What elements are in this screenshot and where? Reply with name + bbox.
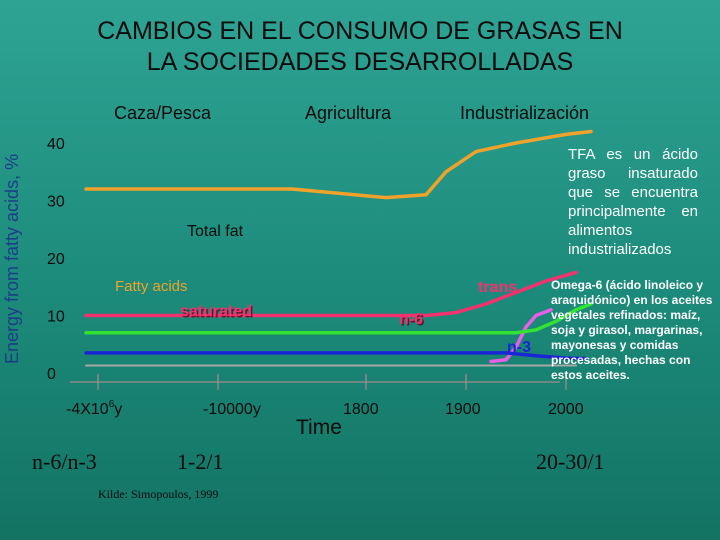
chart-series <box>84 129 593 367</box>
series-line-n6 <box>84 302 593 335</box>
title-line-1: CAMBIOS EN EL CONSUMO DE GRASAS EN <box>97 17 623 45</box>
annotation-shadow: saturated <box>182 305 254 322</box>
annotation-total-fat: Total fat <box>187 223 244 240</box>
tfa-note: TFA es un ácido graso insaturado que se … <box>568 146 698 258</box>
era-label-agriculture: Agricultura <box>305 103 392 123</box>
annotation-trans: trans <box>478 279 517 296</box>
ratio-ancient: 1-2/1 <box>177 449 224 474</box>
chart-axes: 0 10 20 30 40 -4X106y -10000y 1800 1900 2000 Time <box>47 136 584 439</box>
y-tick-label: 10 <box>47 309 65 326</box>
ratio-label: n-6/n-3 <box>32 449 97 474</box>
y-tick-label: 20 <box>47 251 65 268</box>
x-tick-label: -4X106y <box>66 399 122 418</box>
x-tick-label: -10000y <box>203 401 261 418</box>
y-tick-label: 30 <box>47 194 65 211</box>
series-line-trans <box>489 308 553 364</box>
x-tick-label: 1800 <box>343 401 379 418</box>
page-title: CAMBIOS EN EL CONSUMO DE GRASAS EN LA SO… <box>0 16 720 78</box>
era-label-hunting: Caza/Pesca <box>114 103 212 123</box>
ratio-modern: 20-30/1 <box>536 449 605 474</box>
annotation-saturated: saturated <box>180 303 252 320</box>
y-tick-label: 40 <box>47 136 65 153</box>
annotation-n3: n-3 <box>507 339 531 356</box>
series-line-saturated <box>84 270 578 318</box>
x-tick-label: 1900 <box>445 401 481 418</box>
annotation-n6: n-6 <box>399 311 423 328</box>
annotation-fatty-acids: Fatty acids <box>115 278 188 295</box>
series-line-total-fat <box>84 129 593 200</box>
series-line-n3 <box>84 351 588 361</box>
omega6-note: Omega-6 (ácido linoleico y araquidónico)… <box>551 278 713 382</box>
source-citation: Kilde: Simopoulos, 1999 <box>98 487 219 501</box>
x-tick-label: 2000 <box>548 401 584 418</box>
y-tick-label: 0 <box>47 366 56 383</box>
title-line-2: LA SOCIEDADES DESARROLLADAS <box>146 48 574 76</box>
annotation-shadow: n-6 <box>401 313 425 330</box>
era-label-industrialization: Industrialización <box>460 103 590 123</box>
x-axis-title: Time <box>296 416 342 439</box>
